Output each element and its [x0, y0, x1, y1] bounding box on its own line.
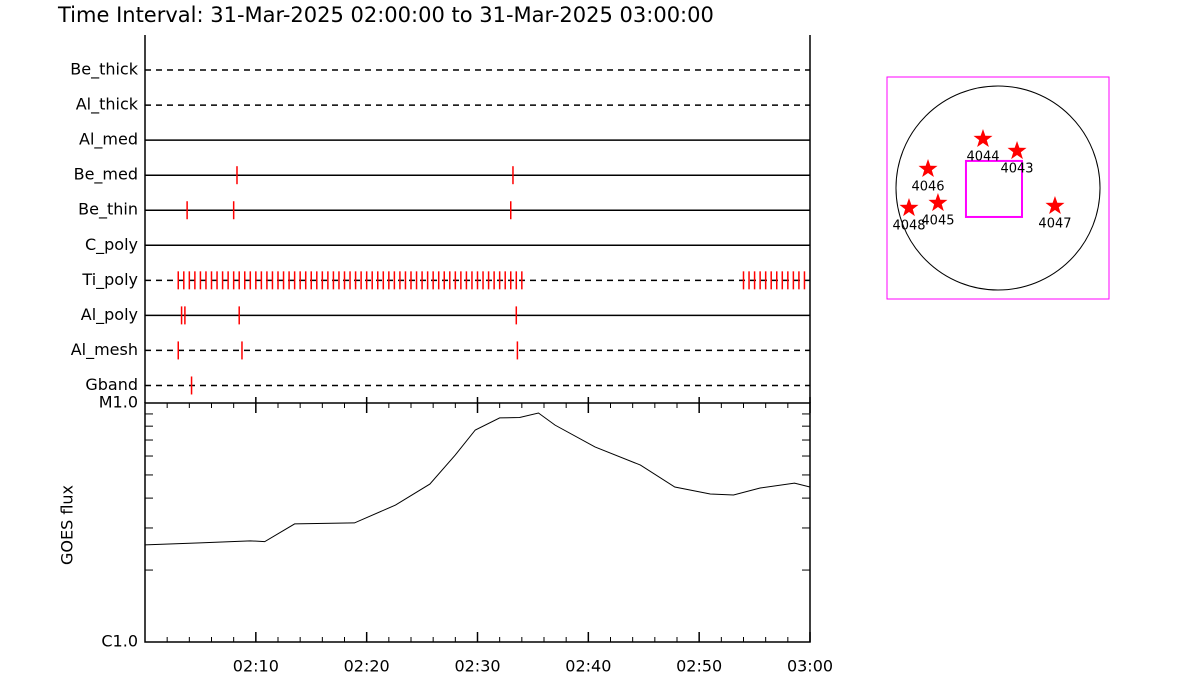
chart-title: Time Interval: 31-Mar-2025 02:00:00 to 3… — [57, 3, 714, 27]
y-tick-label: C1.0 — [101, 632, 138, 651]
x-tick-label: 02:40 — [565, 657, 611, 676]
x-tick-label: 02:30 — [454, 657, 500, 676]
row-label: Al_thick — [76, 95, 139, 115]
row-label: Al_poly — [81, 305, 138, 325]
region-star — [1007, 141, 1027, 160]
region-star — [918, 158, 938, 178]
region-label: 4045 — [921, 214, 954, 229]
x-tick-label: 02:50 — [676, 657, 722, 676]
region-label: 4047 — [1038, 216, 1071, 231]
region-label: 4044 — [966, 149, 999, 164]
fov-box — [964, 159, 1023, 218]
region-star — [1045, 195, 1065, 215]
row-label: Ti_poly — [81, 270, 138, 290]
region-star — [973, 128, 993, 148]
row-label: C_poly — [85, 235, 138, 255]
row-label: Be_thin — [78, 200, 138, 220]
map-frame — [886, 76, 1110, 300]
row-label: Al_med — [79, 130, 138, 150]
region-star — [899, 197, 919, 217]
row-label: Be_thick — [70, 60, 138, 80]
panel-frame — [144, 35, 811, 403]
row-label: Gband — [85, 375, 138, 394]
goes-line — [144, 412, 811, 546]
region-label: 4046 — [911, 179, 944, 194]
x-tick-label: 02:20 — [344, 657, 390, 676]
row-label: Al_mesh — [71, 340, 138, 360]
y-tick-label: M1.0 — [99, 393, 138, 412]
x-tick-label: 03:00 — [787, 657, 833, 676]
x-tick-label: 02:10 — [233, 657, 279, 676]
row-label: Be_med — [74, 165, 138, 185]
y-axis-label: GOES flux — [58, 485, 77, 565]
region-label: 4043 — [1000, 162, 1033, 177]
region-label: 4048 — [892, 218, 925, 233]
region-star — [928, 193, 948, 212]
solar-disk — [895, 85, 1101, 291]
